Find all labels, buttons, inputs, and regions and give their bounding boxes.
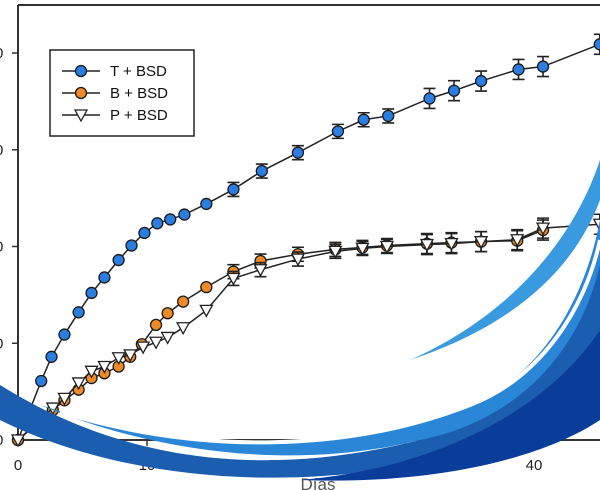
data-point: [148, 336, 164, 350]
series-t-bsd: [11, 33, 600, 447]
data-point: [98, 271, 111, 284]
swoosh-highlight: [59, 239, 600, 445]
data-point: [85, 286, 98, 300]
data-point: [200, 197, 213, 211]
data-point: [593, 38, 600, 51]
data-point: [200, 280, 213, 294]
data-point: [71, 377, 86, 391]
decorative-swooshes: [0, 160, 600, 481]
data-point: [474, 236, 489, 250]
y-tick-label: 0: [0, 45, 3, 62]
data-point: [111, 352, 126, 366]
y-tick-label: 0: [0, 142, 3, 159]
data-point: [97, 360, 112, 374]
y-tick-label: 0: [0, 239, 3, 256]
data-point: [227, 183, 240, 196]
data-point: [178, 208, 191, 221]
legend-item: P + BSD: [62, 107, 168, 124]
data-point: [382, 109, 395, 123]
data-point: [136, 341, 151, 355]
data-point: [176, 295, 190, 308]
data-point: [112, 253, 125, 267]
legend-label: B + BSD: [110, 85, 168, 102]
x-tick-label: 40: [526, 457, 543, 474]
data-point: [535, 222, 551, 236]
data-point: [35, 374, 48, 388]
legend-item: T + BSD: [62, 63, 167, 80]
data-point: [444, 237, 459, 251]
legend-marker: [74, 64, 88, 78]
data-point: [512, 63, 525, 76]
legend-marker: [73, 109, 89, 123]
series-p-bsd: [10, 213, 600, 448]
data-point: [419, 238, 435, 252]
data-point: [151, 217, 164, 230]
data-point: [255, 164, 268, 178]
swoosh-navy: [300, 330, 600, 481]
data-point: [164, 213, 177, 226]
data-point: [510, 234, 525, 248]
data-point: [253, 264, 268, 278]
data-point: [123, 349, 138, 363]
data-point: [161, 307, 174, 320]
data-point: [331, 125, 345, 138]
data-point: [57, 392, 72, 406]
data-point: [125, 239, 138, 252]
data-point: [199, 304, 214, 318]
legend: T + BSD B + BSD P + BSD: [49, 49, 195, 137]
data-point: [290, 253, 306, 267]
y-tick-label: 0: [0, 335, 3, 352]
legend-label: T + BSD: [110, 63, 167, 80]
legend-label: P + BSD: [110, 107, 168, 124]
data-point: [72, 306, 85, 319]
data-point: [45, 350, 58, 363]
data-point: [58, 328, 71, 341]
data-point: [447, 84, 461, 97]
data-point: [355, 242, 370, 256]
data-point: [423, 92, 436, 105]
data-point: [176, 322, 191, 336]
y-tick-label: 0: [0, 432, 3, 449]
data-point: [10, 434, 26, 448]
legend-item: B + BSD: [62, 85, 168, 102]
data-point: [357, 113, 370, 126]
data-point: [474, 74, 488, 88]
data-point: [328, 245, 343, 259]
data-point: [379, 240, 395, 254]
x-tick-label: 0: [14, 457, 22, 474]
data-point: [84, 365, 99, 379]
data-point: [149, 318, 163, 332]
data-point: [226, 272, 241, 286]
swoosh-upper: [410, 160, 600, 360]
data-point: [536, 60, 550, 73]
data-point: [138, 226, 151, 240]
data-point: [291, 146, 305, 159]
data-point: [160, 331, 175, 345]
legend-marker: [74, 86, 88, 100]
